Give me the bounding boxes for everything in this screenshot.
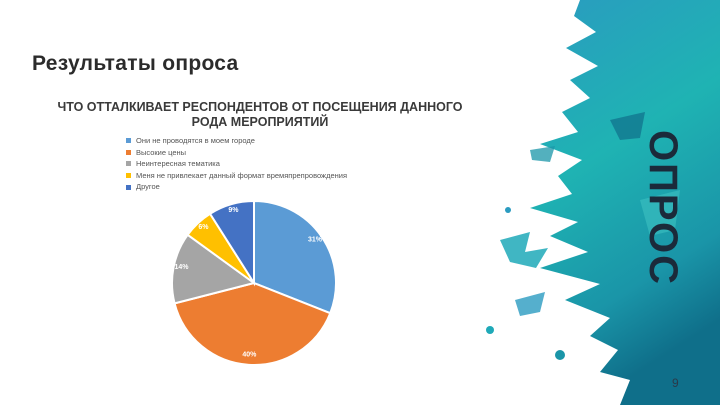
legend-label: Неинтересная тематика <box>136 159 220 169</box>
side-label-vertical: ОПРОС <box>641 130 685 286</box>
pie-data-label: 31% <box>308 237 323 244</box>
pie-slice <box>173 281 332 366</box>
legend-swatch-icon <box>126 184 131 190</box>
paint-splash-decoration <box>486 0 720 405</box>
legend-item: Другое <box>126 181 347 193</box>
legend-item: Меня не привлекает данный формат времяпр… <box>126 170 347 182</box>
legend-swatch-icon <box>126 173 131 179</box>
pie-data-label: 6% <box>198 224 209 231</box>
side-label-text: ОПРОС <box>641 130 685 286</box>
pie-data-label: 40% <box>242 352 257 359</box>
legend-label: Меня не привлекает данный формат времяпр… <box>136 170 348 180</box>
pie-data-label: 14% <box>174 264 189 271</box>
legend-swatch-icon <box>126 149 131 155</box>
chart-legend: Они не проводятся в моем городе Высокие … <box>126 135 347 193</box>
page-number: 9 <box>672 376 679 390</box>
pie-data-label: 9% <box>228 207 239 214</box>
legend-item: Высокие цены <box>126 147 347 159</box>
legend-swatch-icon <box>126 138 131 144</box>
legend-item: Они не проводятся в моем городе <box>126 135 347 147</box>
slide-title: Результаты опроса <box>32 52 239 75</box>
chart-title: ЧТО ОТТАЛКИВАЕТ РЕСПОНДЕНТОВ ОТ ПОСЕЩЕНИ… <box>57 100 463 129</box>
legend-label: Они не проводятся в моем городе <box>136 136 255 145</box>
legend-label: Высокие цены <box>136 147 187 157</box>
pie-slice <box>171 233 257 305</box>
legend-item: Неинтересная тематика <box>126 158 347 170</box>
pie-slice <box>253 199 337 315</box>
legend-swatch-icon <box>126 161 131 167</box>
pie-slice <box>208 199 255 287</box>
legend-label: Другое <box>136 182 160 192</box>
